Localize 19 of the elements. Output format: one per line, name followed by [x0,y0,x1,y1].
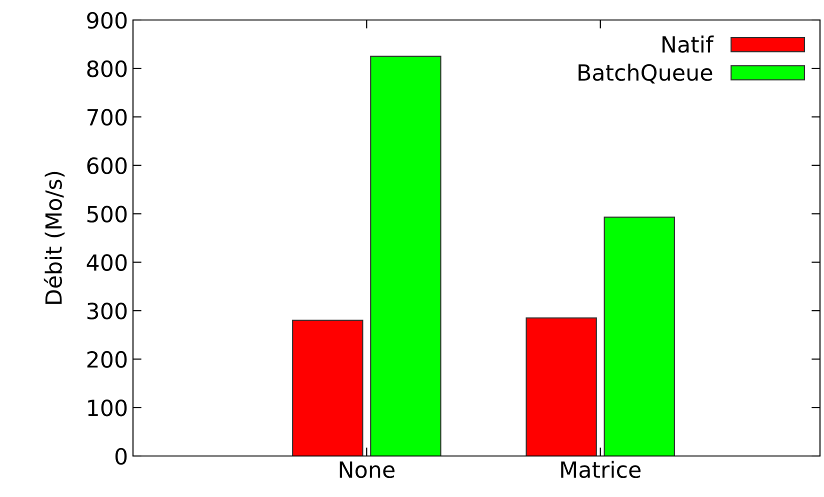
x-tick-label: None [340,462,394,478]
y-tick-label: 200 [87,351,127,368]
bar [526,317,597,456]
x-tick-label: Matrice [561,460,641,478]
y-axis-title: Débit (Mo/s) [44,172,65,304]
y-tick-label: 800 [87,60,127,78]
y-tick-label: 100 [88,400,127,416]
legend-label: Natif [662,36,714,53]
bar [370,56,442,456]
y-tick-label: 400 [86,254,127,271]
y-tick-label: 700 [88,108,127,126]
y-tick-label: 0 [115,448,127,465]
y-tick-label: 500 [87,206,127,223]
y-tick-label: 900 [87,12,127,29]
y-tick-label: 600 [87,157,127,174]
bar [292,320,364,456]
y-tick-label: 300 [87,302,127,320]
legend-label: BatchQueue [578,64,712,84]
bar [604,216,675,456]
